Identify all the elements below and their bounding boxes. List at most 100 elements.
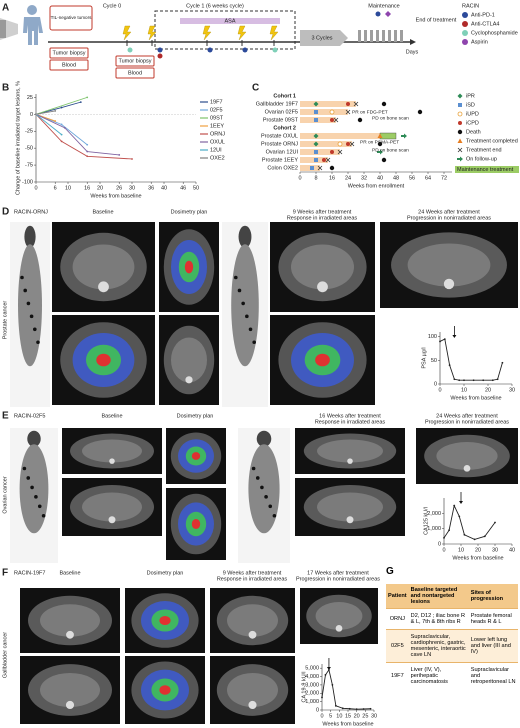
y-tick-label: 4,000 xyxy=(305,674,319,680)
y-axis-title: PSA µg/l xyxy=(421,347,427,368)
column-header: 9 Weeks after treatment xyxy=(293,209,352,215)
annotation: PR on PSMA-PET xyxy=(360,139,399,145)
rt-icon xyxy=(202,25,212,41)
lesion xyxy=(41,513,46,518)
y-axis-title: CA 19-9 kU/l xyxy=(301,672,307,703)
column-header: Baseline xyxy=(59,570,80,576)
marker xyxy=(457,138,463,143)
label: ASA xyxy=(224,18,235,24)
patient-id: RACIN-02F5 xyxy=(14,413,45,419)
cancer-type: Prostate cancer xyxy=(2,301,8,340)
scan-detail xyxy=(40,604,100,637)
column-subheader: Response in irradiated areas xyxy=(315,419,386,425)
scan-detail xyxy=(40,673,100,707)
bar xyxy=(300,133,380,139)
scan-detail xyxy=(27,430,41,447)
x-tick-label: 0 xyxy=(442,547,445,553)
scan-detail xyxy=(443,278,455,290)
rt-icon xyxy=(147,25,157,41)
dose-map xyxy=(315,353,330,367)
x-tick-label: 48 xyxy=(393,175,399,181)
scan-detail xyxy=(407,243,491,287)
y-tick-label: 5,000 xyxy=(305,666,319,672)
label: TIL-negative tumors xyxy=(51,15,93,20)
scan-detail xyxy=(72,244,135,290)
series-line xyxy=(439,338,503,381)
label: RACIN xyxy=(462,3,479,9)
maint-stripe xyxy=(388,30,391,42)
y-tick-label: -100 xyxy=(22,179,33,185)
lesion xyxy=(252,340,256,345)
x-tick-label: 36 xyxy=(148,185,154,191)
panel-label: D xyxy=(2,207,9,218)
x-tick-label: 50 xyxy=(193,185,199,191)
marker xyxy=(314,110,318,114)
row: 19F7 Liver (IV, V), perihepatic carcinom… xyxy=(386,662,518,689)
label: 3 Cycles xyxy=(311,35,332,41)
timeline-head xyxy=(410,39,416,45)
legend-label: OXUL xyxy=(210,139,225,145)
box xyxy=(49,47,89,59)
scan-detail xyxy=(256,430,272,447)
marker xyxy=(314,158,318,162)
column-header: 16 Weeks after treatment xyxy=(319,413,381,419)
column-header: Dosimetry plan xyxy=(147,570,184,576)
annotation-arrowhead xyxy=(459,501,463,504)
marker xyxy=(457,93,463,99)
x-tick-label: 0 xyxy=(298,175,301,181)
legend-label: Treatment end xyxy=(466,147,502,153)
lesion xyxy=(237,288,242,293)
legend-label: 12UI xyxy=(210,147,222,153)
lesion xyxy=(264,495,268,499)
scan-detail xyxy=(109,458,115,464)
y-tick-label: 2,000 xyxy=(427,511,441,517)
legend-swatch xyxy=(462,12,468,18)
marker xyxy=(381,157,387,163)
x-tick-label: 0 xyxy=(34,185,37,191)
lesion xyxy=(260,485,264,490)
scan-detail xyxy=(227,673,278,707)
maintenance-bar xyxy=(379,132,397,140)
x-tick-label: 46 xyxy=(180,185,186,191)
panel-label: F xyxy=(2,568,8,579)
lesion xyxy=(248,327,253,332)
scan-detail xyxy=(185,376,193,384)
legend-label: Cyclophosphamide xyxy=(471,30,518,36)
cell: Lower left lung and liver (III and IV) xyxy=(468,629,518,663)
x-tick-label: 10 xyxy=(336,713,342,719)
panel-label: E xyxy=(2,411,9,422)
person-head xyxy=(27,5,37,15)
x-tick-label: 8 xyxy=(314,175,317,181)
x-tick-label: 15 xyxy=(345,713,351,719)
maint-stripe xyxy=(358,30,361,42)
maint-stripe xyxy=(400,30,403,42)
lesion-table: Patient Baseline targeted and nontargete… xyxy=(386,584,518,689)
x-tick-label: 30 xyxy=(371,713,377,719)
column-header: Dosimetry plan xyxy=(171,209,208,215)
cell: Prostate femoral heads R & L xyxy=(468,608,518,630)
column-header: 17 Weeks after treatment xyxy=(307,570,369,576)
annotation: PD on bone scan xyxy=(372,115,409,121)
x-tick-label: 32 xyxy=(361,175,367,181)
lesion xyxy=(20,275,24,280)
y-tick-label: -25 xyxy=(25,129,33,135)
beam-source xyxy=(0,20,6,38)
marker xyxy=(317,165,323,171)
category-label: Prostate 09ST xyxy=(263,117,299,123)
label: Tumor biopsy xyxy=(118,58,151,64)
legend-label: 02F5 xyxy=(210,107,223,113)
legend-label: Death xyxy=(466,129,481,135)
y-tick-label: 0 xyxy=(316,707,319,713)
marker xyxy=(346,142,350,146)
column-subheader: Progression in nonirradiated areas xyxy=(296,576,380,582)
x-tick-label: 0 xyxy=(320,713,323,719)
x-tick-label: 24 xyxy=(345,175,351,181)
cell: 19F7 xyxy=(386,662,409,689)
dose xyxy=(127,47,133,53)
dose-map xyxy=(159,685,171,695)
lesion xyxy=(234,275,238,280)
scan-detail xyxy=(317,439,383,463)
lesion xyxy=(29,314,34,319)
scan-detail xyxy=(19,444,49,534)
